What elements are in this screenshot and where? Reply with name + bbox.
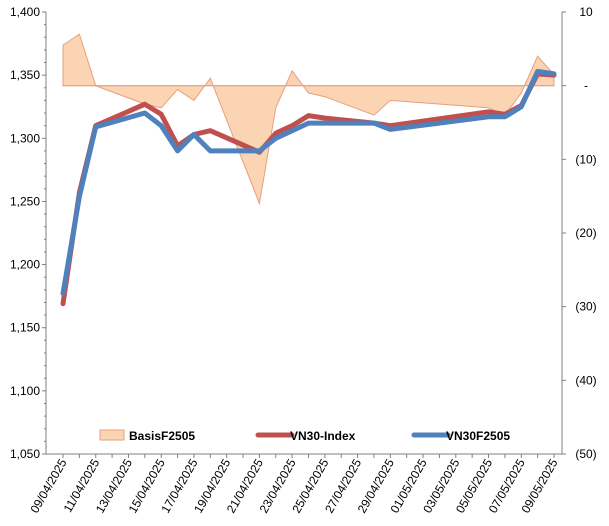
right-tick-label: -	[584, 79, 588, 93]
left-tick-label: 1,400	[10, 5, 40, 19]
right-tick-label: (30)	[575, 300, 596, 314]
legend-swatch-basis	[99, 429, 125, 441]
legend-label-vn30f2505: VN30F2505	[446, 429, 510, 443]
legend-label-vn30-index: VN30-Index	[290, 429, 356, 443]
left-tick-label: 1,200	[10, 258, 40, 272]
right-tick-label: 10	[579, 5, 593, 19]
series-line-vn30-index	[60, 71, 557, 307]
right-tick-label: (40)	[575, 373, 596, 387]
left-tick-label: 1,050	[10, 447, 40, 461]
right-tick-label: (10)	[575, 152, 596, 166]
left-tick-label: 1,350	[10, 68, 40, 82]
left-tick-label: 1,300	[10, 131, 40, 145]
left-tick-label: 1,250	[10, 194, 40, 208]
right-tick-label: (50)	[575, 447, 596, 461]
left-tick-label: 1,100	[10, 384, 40, 398]
series-line-vn30f2505	[60, 68, 557, 297]
legend-label-basisf2505: BasisF2505	[129, 429, 195, 443]
right-tick-label: (20)	[575, 226, 596, 240]
left-tick-label: 1,150	[10, 321, 40, 335]
basis-area	[62, 33, 555, 206]
